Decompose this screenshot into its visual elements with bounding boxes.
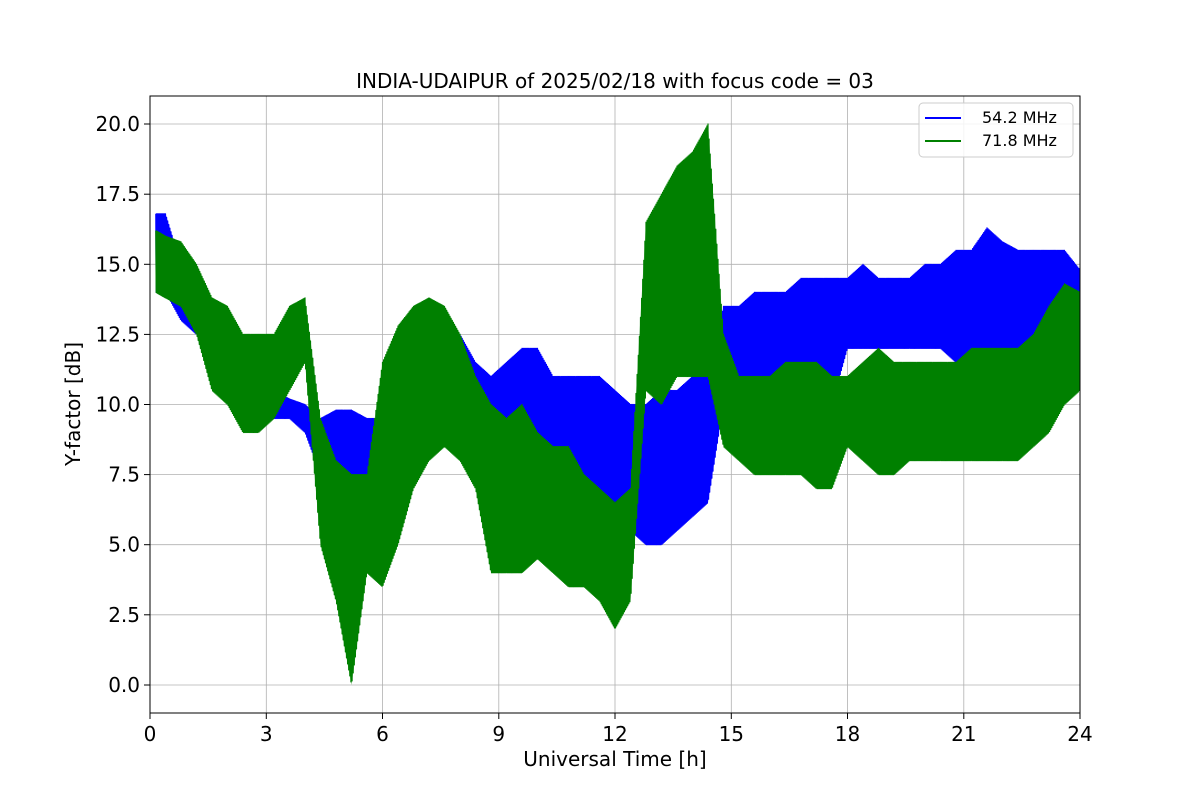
x-axis-label: Universal Time [h] xyxy=(523,747,706,771)
y-tick-label: 10.0 xyxy=(95,393,140,417)
x-tick-label: 21 xyxy=(951,722,976,746)
y-tick-label: 20.0 xyxy=(95,112,140,136)
x-tick-label: 12 xyxy=(602,722,627,746)
legend-label-71-8-mhz: 71.8 MHz xyxy=(982,131,1057,150)
x-tick-label: 0 xyxy=(144,722,157,746)
x-tick-label: 15 xyxy=(719,722,744,746)
axis-ticks: 0 3 6 9 12 15 18 21 24 0.0 2.5 5.0 7.5 10.0 12.5 15.0 17… xyxy=(95,112,1092,746)
y-tick-label: 0.0 xyxy=(108,673,140,697)
y-tick-label: 2.5 xyxy=(108,603,140,627)
y-tick-label: 12.5 xyxy=(95,322,140,346)
y-tick-label: 17.5 xyxy=(95,182,140,206)
x-tick-label: 6 xyxy=(376,722,389,746)
y-axis-label: Y-factor [dB] xyxy=(61,342,85,467)
x-tick-label: 3 xyxy=(260,722,273,746)
series-54-2-mhz-line xyxy=(155,213,1080,546)
x-tick-label: 18 xyxy=(835,722,860,746)
y-tick-label: 15.0 xyxy=(95,252,140,276)
series-71-8-mhz xyxy=(155,123,1080,685)
legend-box xyxy=(918,102,1074,158)
x-tick-label: 24 xyxy=(1067,722,1092,746)
legend: 54.2 MHz 71.8 MHz xyxy=(918,102,1074,158)
y-tick-label: 5.0 xyxy=(108,533,140,557)
chart-title: INDIA-UDAIPUR of 2025/02/18 with focus c… xyxy=(356,69,874,93)
y-tick-label: 7.5 xyxy=(108,463,140,487)
legend-label-54-2-mhz: 54.2 MHz xyxy=(982,108,1057,127)
series-71-8-mhz-line xyxy=(155,123,1080,683)
x-tick-label: 9 xyxy=(492,722,505,746)
series-layer xyxy=(155,123,1080,685)
